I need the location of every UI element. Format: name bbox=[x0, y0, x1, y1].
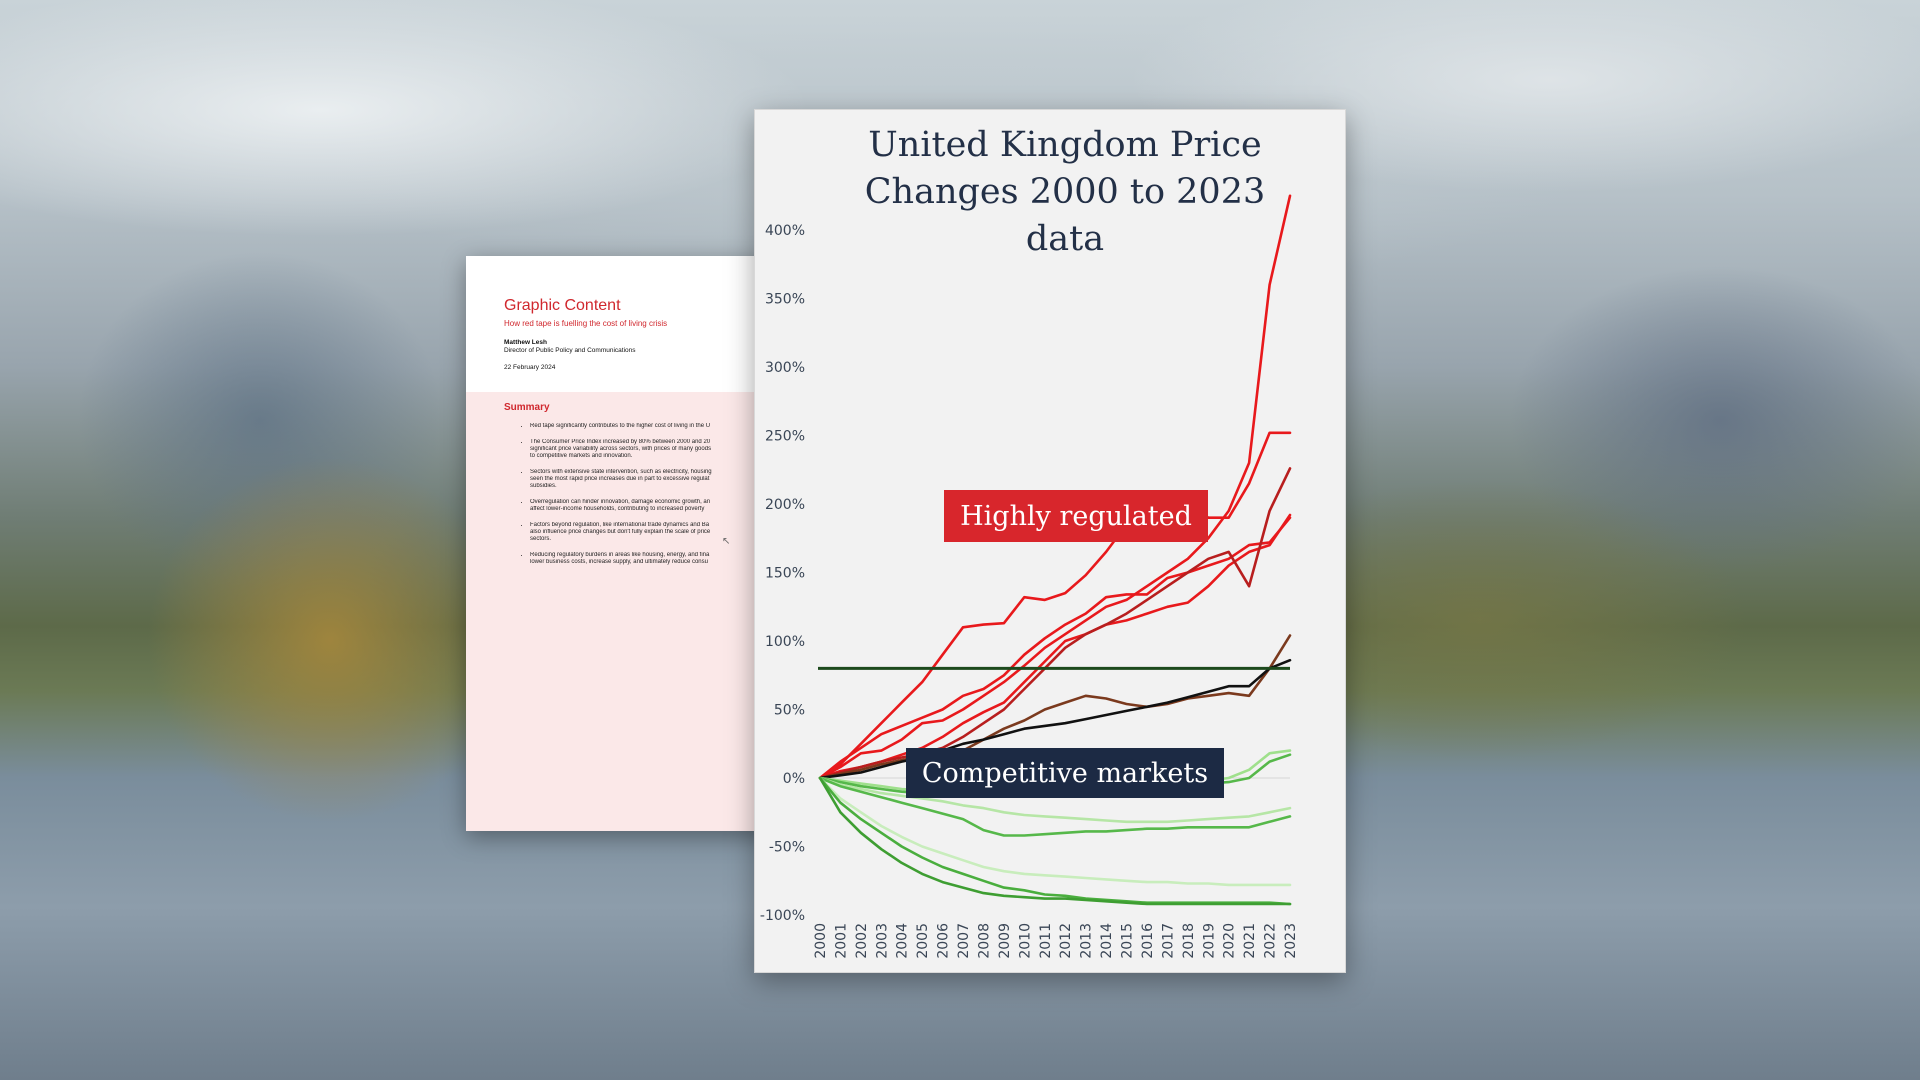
x-tick-label: 2001 bbox=[833, 923, 849, 959]
series-line-6 bbox=[818, 634, 1292, 780]
x-tick-label: 2006 bbox=[936, 923, 952, 959]
x-tick-label: 2011 bbox=[1038, 923, 1054, 959]
x-tick-label: 2012 bbox=[1058, 923, 1074, 959]
y-tick-label: 0% bbox=[783, 771, 805, 787]
report-header: Graphic Content How red tape is fuelling… bbox=[466, 256, 772, 392]
summary-item-line: The Consumer Price Index increased by 80… bbox=[530, 439, 711, 445]
x-tick-label: 2003 bbox=[874, 923, 890, 959]
x-tick-label: 2022 bbox=[1263, 923, 1279, 959]
summary-list: Red tape significantly contributes to th… bbox=[504, 423, 772, 566]
series-line-7 bbox=[818, 658, 1292, 780]
annotation-competitive-markets-text: Competitive markets bbox=[922, 758, 1208, 789]
x-tick-label: 2018 bbox=[1181, 923, 1197, 959]
summary-item: Sectors with extensive state interventio… bbox=[530, 469, 772, 490]
summary-item-line: Sectors with extensive state interventio… bbox=[530, 469, 712, 475]
y-tick-label: 100% bbox=[765, 634, 805, 650]
y-tick-label: 50% bbox=[774, 703, 805, 719]
x-tick-label: 2020 bbox=[1222, 923, 1238, 959]
summary-item: Overregulation can hinder innovation, da… bbox=[530, 499, 772, 513]
report-title: Graphic Content bbox=[504, 297, 621, 314]
series-line-11 bbox=[818, 776, 1292, 837]
x-tick-label: 2008 bbox=[976, 923, 992, 959]
y-tick-label: 150% bbox=[765, 566, 805, 582]
report-author: Matthew Lesh bbox=[504, 339, 547, 346]
x-tick-label: 2023 bbox=[1283, 923, 1299, 959]
chart-title: United Kingdom Price Changes 2000 to 202… bbox=[864, 125, 1266, 259]
y-tick-label: 300% bbox=[765, 360, 805, 376]
summary-item-line: lower business costs, increase supply, a… bbox=[530, 559, 708, 565]
summary-item-line: to competitive markets and innovation. bbox=[530, 453, 633, 459]
series-line-1 bbox=[818, 194, 1292, 780]
x-tick-label: 2015 bbox=[1120, 923, 1136, 959]
summary-item-line: also influence price changes but don't f… bbox=[530, 529, 711, 535]
summary-item-line: seen the most rapid price increases due … bbox=[530, 476, 710, 482]
series-line-14 bbox=[818, 776, 1292, 906]
series-line-12 bbox=[818, 776, 1292, 887]
series-line-2 bbox=[818, 431, 1292, 780]
report-date: 22 February 2024 bbox=[504, 364, 556, 371]
y-tick-label: 200% bbox=[765, 497, 805, 513]
x-tick-label: 2010 bbox=[1017, 923, 1033, 959]
mouse-cursor-icon: ↖ bbox=[722, 536, 731, 547]
summary-item: Factors beyond regulation, like internat… bbox=[530, 522, 772, 543]
annotation-highly-regulated-box bbox=[944, 490, 1208, 542]
x-tick-label: 2000 bbox=[813, 923, 829, 959]
summary-item-line: Red tape significantly contributes to th… bbox=[530, 423, 711, 429]
y-tick-label: -50% bbox=[769, 840, 805, 856]
summary-item-line: subsidies. bbox=[530, 483, 557, 489]
report-subtitle: How red tape is fuelling the cost of liv… bbox=[504, 319, 668, 328]
annotation-highly-regulated: Highly regulated bbox=[944, 490, 1208, 542]
summary-item: Reducing regulatory burdens in areas lik… bbox=[530, 552, 772, 566]
x-tick-label: 2021 bbox=[1242, 923, 1258, 959]
series-line-3 bbox=[818, 516, 1292, 780]
x-tick-label: 2005 bbox=[915, 923, 931, 959]
series-line-10 bbox=[818, 776, 1292, 824]
summary-item-line: Reducing regulatory burdens in areas lik… bbox=[530, 552, 710, 558]
line-chart: 400% 350% 300% 250% 200% 150% 100% 50% 0% -50% -10… bbox=[760, 194, 1299, 959]
annotation-competitive-markets-box bbox=[906, 748, 1224, 798]
summary-item-line: affect lower-income households, contribu… bbox=[530, 506, 705, 512]
y-tick-label: 400% bbox=[765, 223, 805, 239]
report-author-role: Director of Public Policy and Communicat… bbox=[504, 347, 636, 354]
summary-item-line: significant price variability across sec… bbox=[530, 446, 712, 452]
series-line-5 bbox=[818, 467, 1292, 780]
summary-item: Red tape significantly contributes to th… bbox=[530, 423, 772, 430]
summary-section: Summary Red tape significantly contribut… bbox=[466, 392, 772, 831]
summary-item-line: Overregulation can hinder innovation, da… bbox=[530, 499, 711, 505]
report-page: Graphic Content How red tape is fuelling… bbox=[466, 256, 772, 831]
chart-card: United Kingdom Price Changes 2000 to 202… bbox=[754, 109, 1346, 973]
x-tick-label: 2014 bbox=[1099, 923, 1115, 959]
y-tick-label: 250% bbox=[765, 429, 805, 445]
summary-item: The Consumer Price Index increased by 80… bbox=[530, 439, 772, 460]
x-tick-label: 2016 bbox=[1140, 923, 1156, 959]
x-tick-label: 2002 bbox=[854, 923, 870, 959]
x-tick-label: 2019 bbox=[1201, 923, 1217, 959]
series-line-4 bbox=[818, 513, 1292, 780]
summary-item-line: sectors. bbox=[530, 536, 552, 542]
y-tick-label: 350% bbox=[765, 292, 805, 308]
x-tick-label: 2007 bbox=[956, 923, 972, 959]
x-tick-label: 2013 bbox=[1079, 923, 1095, 959]
summary-heading: Summary bbox=[504, 402, 550, 413]
annotation-highly-regulated-text: Highly regulated bbox=[960, 501, 1192, 532]
y-tick-label: -100% bbox=[760, 908, 805, 924]
summary-item-line: Factors beyond regulation, like internat… bbox=[530, 522, 710, 528]
x-tick-label: 2017 bbox=[1160, 923, 1176, 959]
annotation-competitive-markets: Competitive markets bbox=[906, 748, 1224, 798]
x-tick-label: 2004 bbox=[895, 923, 911, 959]
x-tick-label: 2009 bbox=[997, 923, 1013, 959]
